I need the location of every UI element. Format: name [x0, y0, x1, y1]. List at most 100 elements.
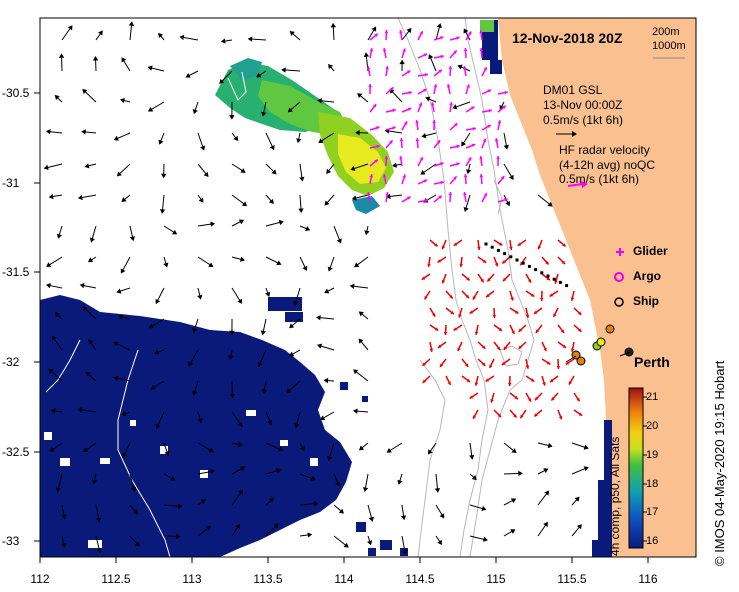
radar-legend-line3: 0.5m/s (1kt 6h) — [559, 172, 640, 186]
current-arrowhead — [95, 517, 102, 523]
current-arrowhead — [406, 70, 411, 74]
current-arrowhead — [353, 369, 359, 375]
current-arrowhead — [441, 279, 446, 284]
current-arrowhead — [289, 323, 295, 329]
colorbar-tick-21: 21 — [646, 391, 659, 403]
current-arrowhead — [289, 30, 295, 36]
current-arrowhead — [159, 209, 166, 214]
current-arrowhead — [299, 176, 305, 182]
current-arrowhead — [358, 311, 364, 317]
current-arrowhead — [421, 133, 427, 139]
current-arrowhead — [483, 536, 488, 542]
current-arrowhead — [368, 516, 374, 522]
current-arrowhead — [81, 129, 86, 135]
colorbar-tick-18: 18 — [646, 478, 659, 490]
current-arrowhead — [117, 314, 123, 320]
current-arrowhead — [235, 523, 240, 530]
current-arrowhead — [513, 414, 517, 418]
current-arrowhead — [397, 479, 403, 485]
current-arrowhead — [161, 173, 167, 179]
y-tick-label: -31.5 — [2, 265, 30, 279]
current-arrowhead — [61, 542, 67, 548]
current-arrowhead — [453, 176, 457, 180]
current-arrowhead — [463, 192, 467, 196]
current-arrowhead — [351, 195, 357, 201]
current-arrowhead — [84, 163, 90, 169]
current-arrowhead — [113, 135, 119, 141]
current-arrowhead — [45, 129, 51, 135]
current-arrowhead — [372, 104, 377, 108]
argo-legend-symbol — [614, 272, 624, 282]
current-arrowhead — [96, 548, 102, 554]
current-arrowhead — [464, 363, 469, 367]
current-arrowhead — [408, 90, 412, 95]
current-arrowhead — [520, 414, 524, 419]
current-arrowhead — [415, 138, 420, 142]
current-arrowhead — [286, 388, 292, 394]
current-arrowhead — [335, 481, 341, 487]
current-arrowhead — [480, 278, 484, 283]
current-arrowhead — [430, 102, 435, 106]
current-arrowhead — [327, 455, 333, 462]
colorbar-tick-20: 20 — [646, 420, 659, 432]
current-arrowhead — [437, 344, 442, 348]
current-arrowhead — [525, 365, 530, 369]
land-mass — [498, 18, 696, 557]
current-arrowhead — [423, 53, 428, 57]
current-arrowhead — [238, 219, 245, 225]
current-arrowhead — [544, 490, 550, 496]
ship-marker — [576, 356, 586, 366]
current-arrowhead — [305, 226, 311, 232]
current-arrowhead — [452, 104, 458, 110]
sst-marker — [596, 337, 606, 347]
current-arrowhead — [302, 265, 308, 271]
current-arrowhead — [128, 21, 135, 26]
current-arrowhead — [389, 140, 393, 144]
glider-point — [527, 264, 531, 268]
current-arrowhead — [468, 31, 472, 35]
colorbar — [628, 387, 644, 549]
current-arrowhead — [459, 263, 463, 267]
current-arrowhead — [91, 479, 98, 485]
current-arrowhead — [171, 229, 178, 235]
current-arrowhead — [376, 126, 380, 130]
current-arrowhead — [229, 330, 235, 336]
y-tick-label: -31 — [2, 176, 20, 190]
current-arrowhead — [466, 277, 470, 281]
current-arrowhead — [374, 159, 378, 163]
current-arrowhead — [54, 94, 60, 100]
current-arrowhead — [472, 126, 476, 131]
current-arrowhead — [197, 418, 203, 424]
current-arrowhead — [113, 375, 119, 381]
perth-label: Perth — [634, 354, 670, 370]
current-arrowhead — [500, 176, 505, 180]
current-arrowhead — [439, 513, 445, 519]
current-arrowhead — [422, 379, 427, 383]
current-arrowhead — [463, 66, 467, 70]
current-arrowhead — [83, 447, 89, 453]
current-arrowhead — [492, 314, 497, 318]
current-arrowhead — [384, 156, 389, 160]
current-arrowhead — [458, 314, 462, 318]
current-arrowhead — [432, 313, 436, 317]
current-arrowhead — [518, 345, 523, 349]
current-arrowhead — [366, 192, 371, 196]
current-arrowhead — [67, 25, 73, 31]
current-arrowhead — [210, 468, 216, 475]
current-arrowhead — [192, 327, 198, 334]
current-arrowhead — [49, 446, 55, 452]
current-arrowhead — [443, 331, 448, 335]
y-tick-label: -30.5 — [2, 86, 30, 100]
current-arrowhead — [336, 238, 342, 244]
current-arrowhead — [121, 411, 127, 417]
current-arrowhead — [439, 363, 444, 367]
colorbar-tick-16: 16 — [646, 535, 659, 547]
x-tick-label: 112.5 — [101, 572, 131, 586]
current-arrowhead — [330, 22, 336, 28]
current-arrowhead — [505, 201, 511, 207]
argo-legend-label: Argo — [633, 269, 661, 283]
current-arrowhead — [583, 444, 589, 450]
current-arrowhead — [46, 262, 52, 267]
current-arrowhead — [429, 348, 434, 352]
current-arrowhead — [468, 157, 472, 161]
